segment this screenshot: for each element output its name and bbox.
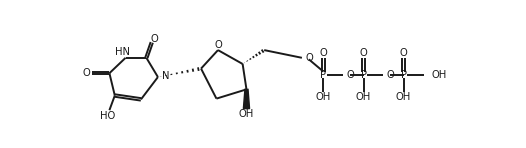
Text: O: O xyxy=(214,40,222,50)
Text: OH: OH xyxy=(431,70,447,80)
Text: O: O xyxy=(360,48,367,58)
Text: N: N xyxy=(162,70,169,81)
Text: O: O xyxy=(387,70,394,80)
Text: OH: OH xyxy=(396,92,411,102)
Text: P: P xyxy=(360,70,367,80)
Text: OH: OH xyxy=(316,92,331,102)
Text: HO: HO xyxy=(100,111,116,121)
Text: HN: HN xyxy=(115,47,130,57)
Text: O: O xyxy=(320,48,327,58)
Text: OH: OH xyxy=(239,109,254,119)
Text: P: P xyxy=(401,70,407,80)
Text: O: O xyxy=(83,68,90,78)
Text: O: O xyxy=(151,34,159,44)
Text: P: P xyxy=(320,70,327,80)
Text: OH: OH xyxy=(356,92,371,102)
Text: O: O xyxy=(306,53,313,63)
Text: O: O xyxy=(400,48,408,58)
Polygon shape xyxy=(244,89,249,109)
Text: O: O xyxy=(347,70,355,80)
